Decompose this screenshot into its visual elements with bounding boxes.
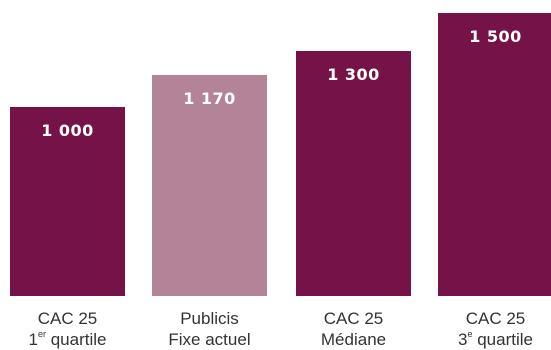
bar-cac25-q1: 1 000	[10, 107, 125, 296]
category-line2-cac25-mediane: Médiane	[286, 329, 421, 350]
category-line2-prefix-cac25-mediane: Médiane	[320, 330, 387, 349]
value-label-cac25-q3: 1 500	[469, 27, 522, 46]
category-line2-cac25-q1: 1er quartile	[0, 329, 135, 350]
category-line2-prefix-cac25-q3: 3	[458, 330, 468, 349]
category-line2-suffix-cac25-q3: quartile	[472, 330, 533, 349]
category-line2-cac25-q3: 3e quartile	[428, 329, 551, 350]
category-label-cac25-mediane: CAC 25 Médiane	[286, 308, 421, 350]
category-line1-cac25-mediane: CAC 25	[323, 309, 384, 328]
category-line2-sup-cac25-q3: e	[467, 329, 473, 339]
category-line1-cac25-q1: CAC 25	[37, 309, 98, 328]
category-label-cac25-q1: CAC 25 1er quartile	[0, 308, 135, 350]
category-line2-suffix-cac25-q1: quartile	[46, 330, 107, 349]
bar-cac25-q3: 1 500	[438, 13, 551, 296]
category-label-publicis-fixe: Publicis Fixe actuel	[142, 308, 277, 350]
value-label-cac25-q1: 1 000	[41, 121, 94, 141]
category-line1-publicis-fixe: Publicis	[180, 309, 239, 328]
value-label-publicis-fixe: 1 170	[183, 89, 236, 109]
category-line2-sup-cac25-q1: er	[37, 329, 46, 339]
bar-cac25-mediane: 1 300	[296, 50, 411, 296]
category-line1-cac25-q3: CAC 25	[465, 309, 526, 328]
category-line2-prefix-cac25-q1: 1	[28, 330, 38, 349]
value-label-cac25-mediane: 1 300	[327, 64, 380, 84]
category-line2-publicis-fixe: Fixe actuel	[142, 329, 277, 350]
category-label-cac25-q3: CAC 25 3e quartile	[428, 308, 551, 350]
bar-publicis-fixe: 1 170	[152, 75, 267, 296]
category-line2-prefix-publicis-fixe: Fixe actuel	[168, 330, 251, 349]
